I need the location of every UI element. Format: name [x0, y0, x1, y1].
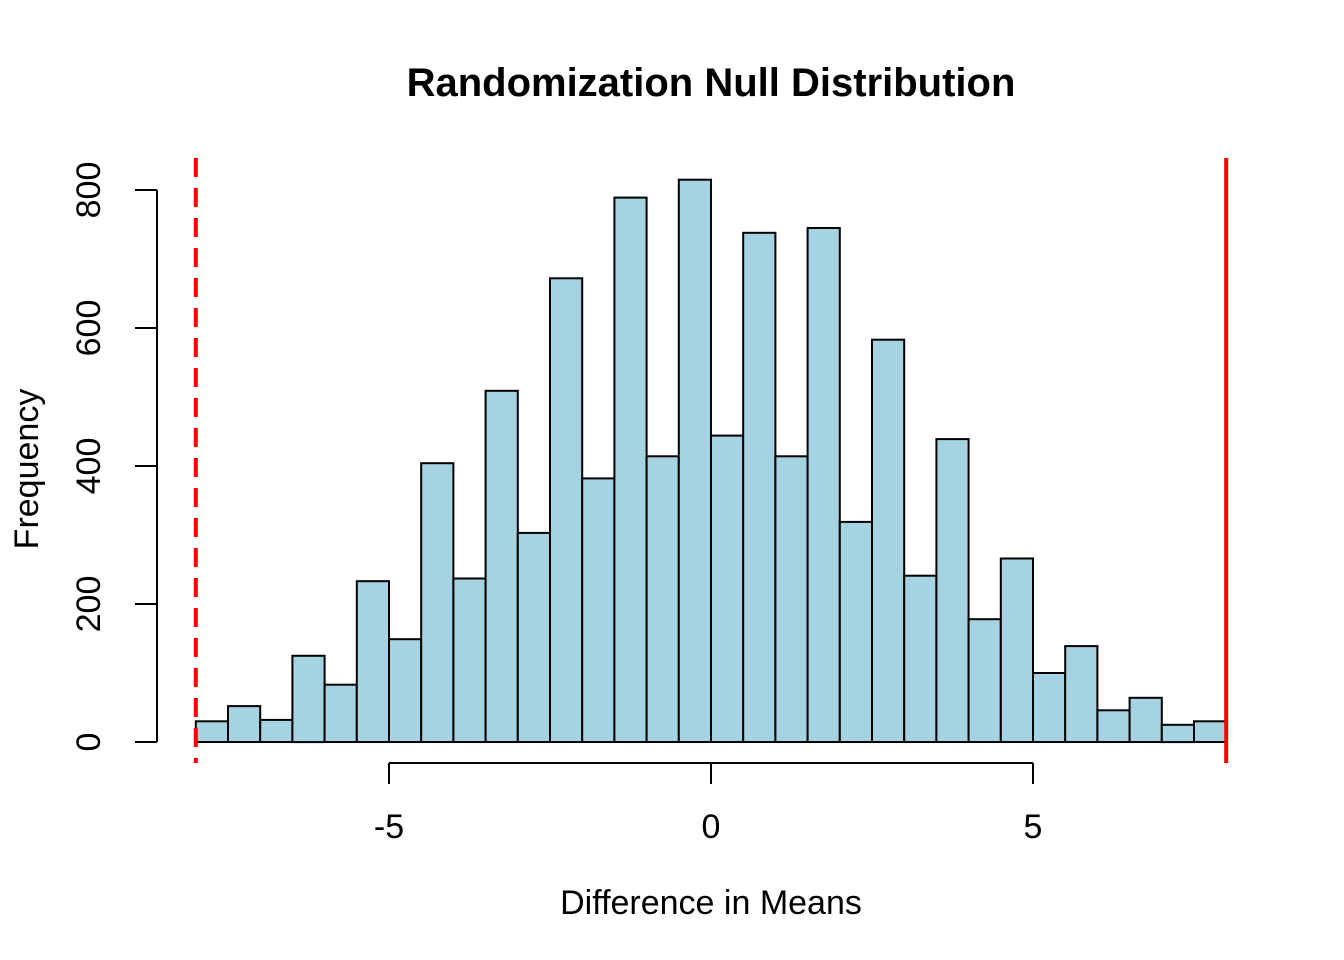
observed-statistic-lines	[193, 158, 1229, 763]
chart-title: Randomization Null Distribution	[407, 61, 1016, 105]
histogram-bar	[388, 638, 423, 744]
histogram-bar	[1193, 720, 1228, 743]
histogram-bar	[355, 580, 390, 744]
histogram-bar	[549, 277, 584, 743]
histogram-bar	[323, 683, 358, 744]
histogram-bars	[194, 178, 1228, 744]
y-tick-label: 600	[70, 300, 108, 357]
y-tick-label: 400	[70, 438, 108, 495]
histogram-bar	[259, 718, 294, 744]
histogram-bar	[806, 227, 841, 743]
histogram-bar	[903, 574, 938, 744]
histogram-bar	[677, 178, 712, 743]
x-axis-label: Difference in Means	[560, 884, 862, 922]
histogram-bar	[581, 477, 616, 743]
histogram-bar	[838, 520, 873, 744]
histogram-bar	[420, 462, 455, 743]
histogram-bar	[194, 720, 230, 743]
histogram-bar	[227, 705, 262, 743]
histogram-bar	[774, 455, 809, 743]
histogram-bar	[1032, 672, 1067, 743]
y-tick-label: 200	[70, 576, 108, 633]
y-tick-label: 0	[70, 733, 108, 752]
histogram-bar	[516, 531, 551, 744]
histogram-bar	[710, 434, 745, 743]
histogram-bar	[871, 338, 906, 743]
histogram-bar	[484, 389, 519, 743]
x-tick-label: -5	[374, 808, 404, 846]
histogram-bar	[967, 618, 1002, 744]
histogram-bar	[1096, 709, 1131, 743]
histogram-bar	[1064, 645, 1099, 743]
histogram-bar	[742, 231, 777, 744]
histogram-bar	[1160, 723, 1196, 744]
x-tick-label: 0	[702, 808, 721, 846]
x-tick-label: 5	[1024, 808, 1043, 846]
histogram-bar	[1128, 696, 1163, 743]
y-axis: 0 200 400 600 800	[70, 162, 158, 752]
x-axis: -5 0 5	[374, 762, 1043, 846]
histogram-bar	[613, 196, 648, 744]
histogram-bar	[999, 557, 1034, 743]
y-tick-label: 800	[70, 162, 108, 219]
histogram-bar	[645, 455, 680, 743]
y-axis-label: Frequency	[8, 389, 46, 550]
histogram-bar	[452, 577, 487, 743]
histogram-bar	[935, 438, 970, 743]
histogram-bar	[291, 654, 326, 744]
